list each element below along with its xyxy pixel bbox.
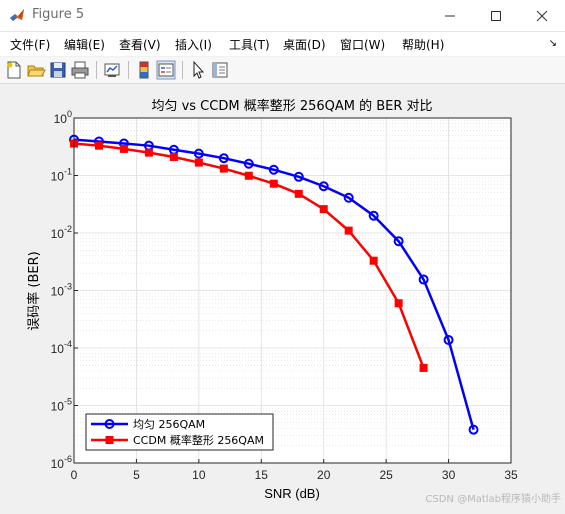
data-point-square <box>144 148 153 157</box>
toolbar-separator <box>96 61 97 79</box>
menu-view[interactable]: 查看(V) <box>119 38 161 52</box>
legend-marker-uniform <box>104 419 115 429</box>
minimize-icon <box>445 15 455 16</box>
legend-label-uniform: 均匀 256QAM <box>133 418 205 431</box>
colorbar-icon[interactable] <box>134 60 154 80</box>
x-tick-label: 10 <box>192 468 206 482</box>
y-tick-label: 100 <box>54 109 72 126</box>
window-title: Figure 5 <box>32 7 85 22</box>
y-axis-label: 误码率 (BER) <box>26 251 42 330</box>
tick-labels: 0 5 10 15 20 25 30 35 100 10-1 10-2 10-3 10-4 10-5 10-… <box>51 109 518 482</box>
menu-edit[interactable]: 编辑(E) <box>64 38 105 52</box>
data-point-circle <box>443 334 454 345</box>
open-file-icon[interactable] <box>26 60 46 80</box>
maximize-button[interactable] <box>473 0 519 31</box>
menu-window[interactable]: 窗口(W) <box>340 38 386 52</box>
y-tick-label: 10-3 <box>51 282 72 299</box>
legend-label-ccdm: CCDM 概率整形 256QAM <box>133 433 264 447</box>
pointer-icon[interactable] <box>188 60 208 80</box>
series-layer <box>69 134 479 435</box>
legend-icon[interactable] <box>156 60 176 80</box>
data-point-circle <box>268 164 279 175</box>
title-bar: Figure 5 <box>0 0 565 32</box>
menu-desktop[interactable]: 桌面(D) <box>283 38 326 52</box>
y-tick-label: 10-5 <box>51 397 72 414</box>
data-point-square <box>394 299 403 308</box>
data-point-square <box>94 141 103 150</box>
property-editor-icon[interactable] <box>210 60 230 80</box>
print-icon[interactable] <box>70 60 90 80</box>
x-tick-label: 35 <box>504 468 518 482</box>
data-point-square <box>244 171 253 180</box>
y-tick-label: 10-2 <box>51 224 72 241</box>
maximize-icon <box>491 10 501 21</box>
menu-file[interactable]: 文件(F) <box>10 38 51 52</box>
data-point-circle <box>393 236 404 247</box>
x-tick-label: 5 <box>133 468 140 482</box>
data-point-circle <box>418 274 429 285</box>
data-point-square <box>119 144 128 153</box>
y-tick-label: 10-6 <box>51 454 72 471</box>
legend[interactable]: 均匀 256QAM CCDM 概率整形 256QAM <box>85 413 274 451</box>
data-point-square <box>344 226 353 235</box>
close-icon <box>536 10 548 21</box>
data-point-square <box>169 152 178 161</box>
x-tick-label: 25 <box>379 468 393 482</box>
x-tick-label: 30 <box>442 468 456 482</box>
menu-tools[interactable]: 工具(T) <box>229 38 270 52</box>
matlab-icon <box>8 6 26 24</box>
x-tick-label: 20 <box>317 468 331 482</box>
legend-marker-ccdm <box>105 436 114 444</box>
data-point-circle <box>468 424 479 435</box>
legend-box <box>85 413 274 451</box>
data-point-square <box>194 158 203 167</box>
data-point-square <box>269 179 278 188</box>
save-icon[interactable] <box>48 60 68 80</box>
x-tick-label: 15 <box>255 468 269 482</box>
data-point-square <box>419 363 428 372</box>
menu-overflow-arrow[interactable]: ↘ <box>548 38 557 49</box>
toolbar-separator <box>182 61 183 79</box>
data-point-square <box>294 189 303 198</box>
toolbar <box>0 57 565 84</box>
data-point-circle <box>368 210 379 221</box>
data-point-circle <box>343 192 354 203</box>
series-line-0 <box>73 138 475 430</box>
x-tick-label: 0 <box>71 468 78 482</box>
watermark: CSDN @Matlab程序猿小助手 <box>425 494 561 505</box>
x-axis-label: SNR (dB) <box>264 486 320 501</box>
link-plot-icon[interactable] <box>102 60 122 80</box>
toolbar-separator <box>128 61 129 79</box>
menu-insert[interactable]: 插入(I) <box>175 38 212 52</box>
data-point-square <box>319 205 328 214</box>
data-point-circle <box>293 171 304 182</box>
data-point-circle <box>218 153 229 164</box>
minimize-button[interactable] <box>427 0 473 31</box>
figure-canvas: 0 5 10 15 20 25 30 35 100 10-1 10-2 10-3 10-4 10-5 10-… <box>0 84 565 509</box>
menu-bar: 文件(F) 编辑(E) 查看(V) 插入(I) 工具(T) 桌面(D) 窗口(W… <box>0 32 565 56</box>
data-point-circle <box>193 148 204 159</box>
y-tick-label: 10-1 <box>51 167 72 184</box>
data-point-square <box>369 256 378 265</box>
chart-title: 均匀 vs CCDM 概率整形 256QAM 的 BER 对比 <box>151 98 432 114</box>
close-button[interactable] <box>519 0 565 31</box>
menu-help[interactable]: 帮助(H) <box>402 38 445 52</box>
ber-chart: 0 5 10 15 20 25 30 35 100 10-1 10-2 10-3 10-4 10-5 10-… <box>26 98 518 501</box>
data-point-circle <box>243 158 254 169</box>
data-point-circle <box>318 181 329 192</box>
data-point-square <box>219 164 228 173</box>
y-tick-label: 10-4 <box>51 339 72 356</box>
new-figure-icon[interactable] <box>4 60 24 80</box>
